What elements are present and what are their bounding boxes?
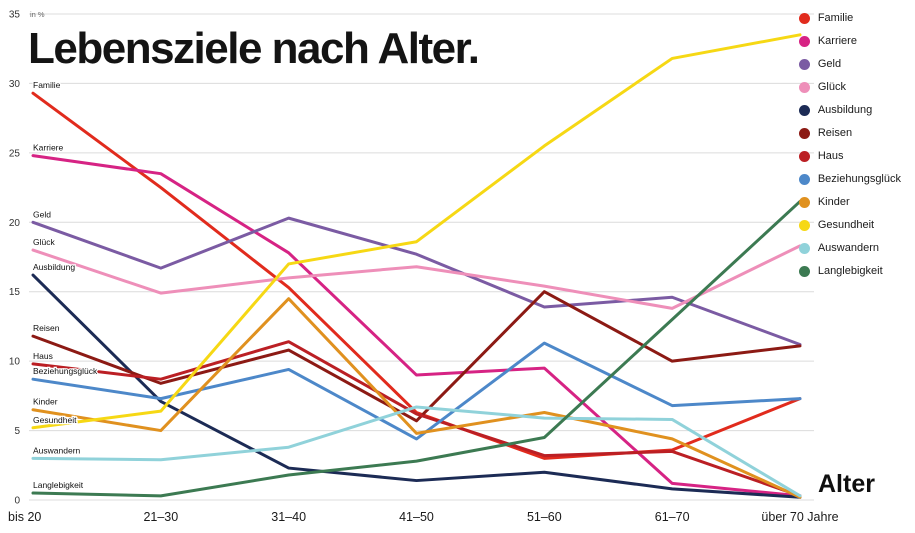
legend-swatch-geld [798,58,810,70]
legend-item-reisen: Reisen [798,127,901,139]
series-start-label-kinder: Kinder [33,397,58,407]
legend-label: Auswandern [817,242,879,254]
series-line-kinder [31,297,802,499]
x-tick-label: 21–30 [143,510,178,524]
y-axis-unit-label: in % [30,10,45,19]
series-line-glueck [31,244,802,310]
x-tick-label: 41–50 [399,510,434,524]
legend-label: Reisen [817,127,853,139]
y-tick-label: 15 [9,287,21,298]
x-tick-label: über 70 Jahre [761,510,838,524]
legend-item-glueck: Glück [798,81,901,93]
series-start-label-ausbildung: Ausbildung [33,262,75,272]
series-start-label-familie: Familie [33,80,61,90]
legend: Familie Karriere Geld Glück Ausbildung Reisen… [798,12,901,277]
legend-swatch-reisen [798,127,810,139]
legend-label: Karriere [817,35,857,47]
legend-label: Kinder [817,196,850,208]
series-start-label-haus: Haus [33,351,53,361]
legend-label: Ausbildung [817,104,873,116]
legend-label: Langlebigkeit [817,265,883,277]
legend-swatch-kinder [798,196,810,208]
x-axis-title: Alter [818,470,875,498]
series-line-beziehungsglueck [31,341,802,441]
series-start-label-beziehungsglueck: Beziehungsglück [33,366,98,376]
y-tick-label: 20 [9,218,21,229]
series-line-gesundheit [31,33,802,430]
legend-swatch-haus [798,150,810,162]
series-start-label-langlebigkeit: Langlebigkeit [33,480,84,490]
legend-label: Beziehungsglück [817,173,901,185]
series-line-ausbildung [31,273,802,499]
legend-swatch-ausbildung [798,104,810,116]
legend-item-langlebigkeit: Langlebigkeit [798,265,901,277]
x-tick-label: 51–60 [527,510,562,524]
y-tick-label: 30 [9,79,21,90]
series-line-auswandern [31,405,802,498]
legend-label: Gesundheit [817,219,875,231]
legend-item-gesundheit: Gesundheit [798,219,901,231]
legend-swatch-gesundheit [798,219,810,231]
legend-item-karriere: Karriere [798,35,901,47]
series-start-label-reisen: Reisen [33,323,60,333]
y-tick-label: 35 [9,10,21,21]
legend-label: Familie [817,12,854,24]
x-tick-label: 61–70 [655,510,690,524]
chart-title: Lebensziele nach Alter. [28,24,480,73]
series-start-label-geld: Geld [33,209,51,219]
legend-item-geld: Geld [798,58,901,70]
series-line-haus [31,340,802,498]
legend-item-haus: Haus [798,150,901,162]
legend-swatch-glueck [798,81,810,93]
legend-label: Haus [817,150,844,162]
legend-item-beziehungsglueck: Beziehungsglück [798,173,901,185]
y-tick-label: 5 [14,426,20,437]
legend-swatch-karriere [798,35,810,47]
series-start-label-glueck: Glück [33,237,55,247]
legend-item-auswandern: Auswandern [798,242,901,254]
series-line-geld [31,216,802,346]
legend-item-ausbildung: Ausbildung [798,104,901,116]
series-line-langlebigkeit [31,199,802,498]
series-start-label-karriere: Karriere [33,143,64,153]
legend-item-familie: Familie [798,12,901,24]
legend-item-kinder: Kinder [798,196,901,208]
series-start-label-auswandern: Auswandern [33,445,81,455]
y-tick-label: 0 [14,496,20,507]
legend-label: Geld [817,58,842,70]
legend-swatch-auswandern [798,242,810,254]
legend-swatch-beziehungsglueck [798,173,810,185]
series-line-reisen [31,290,802,423]
series-start-label-gesundheit: Gesundheit [33,415,77,425]
series-line-karriere [31,154,802,498]
legend-swatch-familie [798,12,810,24]
y-tick-label: 10 [9,357,21,368]
x-tick-label: 31–40 [271,510,306,524]
y-tick-label: 25 [9,148,21,159]
legend-swatch-langlebigkeit [798,265,810,277]
x-tick-label: bis 20 [8,510,41,524]
legend-label: Glück [817,81,846,93]
